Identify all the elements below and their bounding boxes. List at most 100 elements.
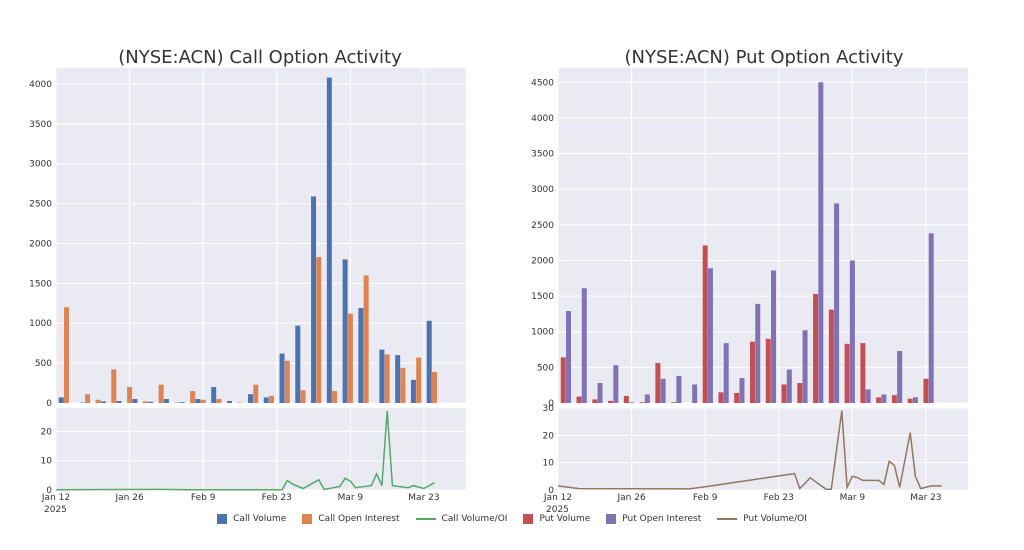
call-bar-volume xyxy=(248,394,253,403)
call-bar-volume xyxy=(101,401,106,403)
call-main-ytick: 3500 xyxy=(29,120,52,130)
put-bar-open-interest xyxy=(897,351,902,403)
put-xtick: Mar 23 xyxy=(910,493,941,503)
call-bar-open-interest xyxy=(285,361,290,403)
put-bar-volume xyxy=(813,294,818,403)
call-bar-open-interest xyxy=(64,307,69,403)
call-bar-open-interest xyxy=(301,390,306,403)
put-bar-open-interest xyxy=(598,383,603,403)
put-ratio-ytick: 30 xyxy=(543,404,555,414)
legend-label: Call Volume/OI xyxy=(442,514,508,524)
put-bar-open-interest xyxy=(929,233,934,403)
put-bar-open-interest xyxy=(787,370,792,404)
call-main-ytick: 0 xyxy=(46,399,52,409)
put-bar-open-interest xyxy=(724,343,729,403)
call-ratio-ytick: 10 xyxy=(41,457,53,467)
legend-item: Call Open Interest xyxy=(302,514,399,524)
put-main-ytick: 3500 xyxy=(531,150,554,160)
put-main-ytick: 1000 xyxy=(531,328,554,338)
call-bar-open-interest xyxy=(332,391,337,403)
put-bar-volume xyxy=(782,384,787,403)
put-ratio-ytick: 10 xyxy=(543,459,555,469)
legend-swatch xyxy=(606,514,616,524)
put-bar-open-interest xyxy=(676,376,681,403)
put-bar-open-interest xyxy=(755,304,760,403)
legend-item: Put Volume xyxy=(523,514,590,524)
put-bar-open-interest xyxy=(818,82,823,403)
call-ratio-ytick: 20 xyxy=(41,427,53,437)
call-bar-volume xyxy=(311,196,316,403)
legend-swatch xyxy=(717,518,737,520)
put-bar-volume xyxy=(876,397,881,403)
put-bar-open-interest xyxy=(645,394,650,403)
call-main-ytick: 2000 xyxy=(29,239,52,249)
put-bar-volume xyxy=(577,397,582,403)
call-main-ytick: 1500 xyxy=(29,279,52,289)
call-main-ytick: 3000 xyxy=(29,160,52,170)
legend: Call Volume Call Open Interest Call Volume… xyxy=(0,514,1024,524)
call-bar-open-interest xyxy=(432,372,437,403)
call-bar-open-interest xyxy=(253,385,258,403)
call-bar-volume xyxy=(227,401,232,403)
put-bar-open-interest xyxy=(866,389,871,403)
put-bar-open-interest xyxy=(629,402,634,403)
legend-item: Call Volume/OI xyxy=(416,514,508,524)
legend-label: Call Open Interest xyxy=(318,514,399,524)
put-bar-open-interest xyxy=(850,260,855,403)
call-bar-open-interest xyxy=(159,385,164,403)
call-bar-volume xyxy=(132,399,137,403)
call-xtick: Mar 9 xyxy=(338,493,364,503)
put-bar-open-interest xyxy=(803,330,808,403)
call-bar-volume xyxy=(343,259,348,403)
put-bar-volume xyxy=(750,342,755,403)
legend-item: Call Volume xyxy=(217,514,286,524)
call-bar-volume xyxy=(195,399,200,403)
call-main-ytick: 2500 xyxy=(29,200,52,210)
put-main-ytick: 2500 xyxy=(531,221,554,231)
call-bar-open-interest xyxy=(96,400,101,403)
legend-swatch xyxy=(217,514,227,524)
call-bar-open-interest xyxy=(111,370,116,404)
put-bar-volume xyxy=(892,395,897,403)
legend-swatch xyxy=(416,518,436,520)
call-xtick: Feb 9 xyxy=(191,493,216,503)
call-bar-open-interest xyxy=(216,399,221,403)
put-main-ytick: 3000 xyxy=(531,185,554,195)
call-bar-volume xyxy=(264,397,269,403)
put-main-ytick: 1500 xyxy=(531,292,554,302)
put-bar-open-interest xyxy=(613,365,618,403)
call-bar-volume xyxy=(180,402,185,403)
call-bar-volume xyxy=(395,355,400,403)
put-main-ytick: 500 xyxy=(537,363,554,373)
put-bar-volume xyxy=(640,402,645,403)
put-bar-volume xyxy=(923,379,928,403)
call-bar-volume xyxy=(280,354,285,403)
legend-label: Put Volume xyxy=(539,514,590,524)
call-bar-volume xyxy=(358,308,363,403)
call-ratio-bg xyxy=(56,408,466,490)
put-bar-volume xyxy=(829,310,834,403)
put-bar-volume xyxy=(703,245,708,403)
put-xtick: Feb 23 xyxy=(764,493,794,503)
call-bar-open-interest xyxy=(143,401,148,403)
put-chart-title: (NYSE:ACN) Put Option Activity xyxy=(625,47,904,68)
call-bar-open-interest xyxy=(400,368,405,403)
put-bar-open-interest xyxy=(566,311,571,403)
call-main-ytick: 500 xyxy=(35,359,52,369)
legend-label: Put Volume/OI xyxy=(743,514,807,524)
put-main-ytick: 4500 xyxy=(531,78,554,88)
call-bar-open-interest xyxy=(364,275,369,403)
put-bar-volume xyxy=(592,399,597,403)
legend-item: Put Open Interest xyxy=(606,514,701,524)
call-chart-title: (NYSE:ACN) Call Option Activity xyxy=(118,47,402,68)
call-bar-open-interest xyxy=(316,257,321,403)
put-bar-volume xyxy=(624,396,629,403)
put-bar-volume xyxy=(797,383,802,403)
call-bar-volume xyxy=(59,397,64,403)
put-xtick: Jan 26 xyxy=(616,493,645,503)
legend-label: Put Open Interest xyxy=(622,514,701,524)
